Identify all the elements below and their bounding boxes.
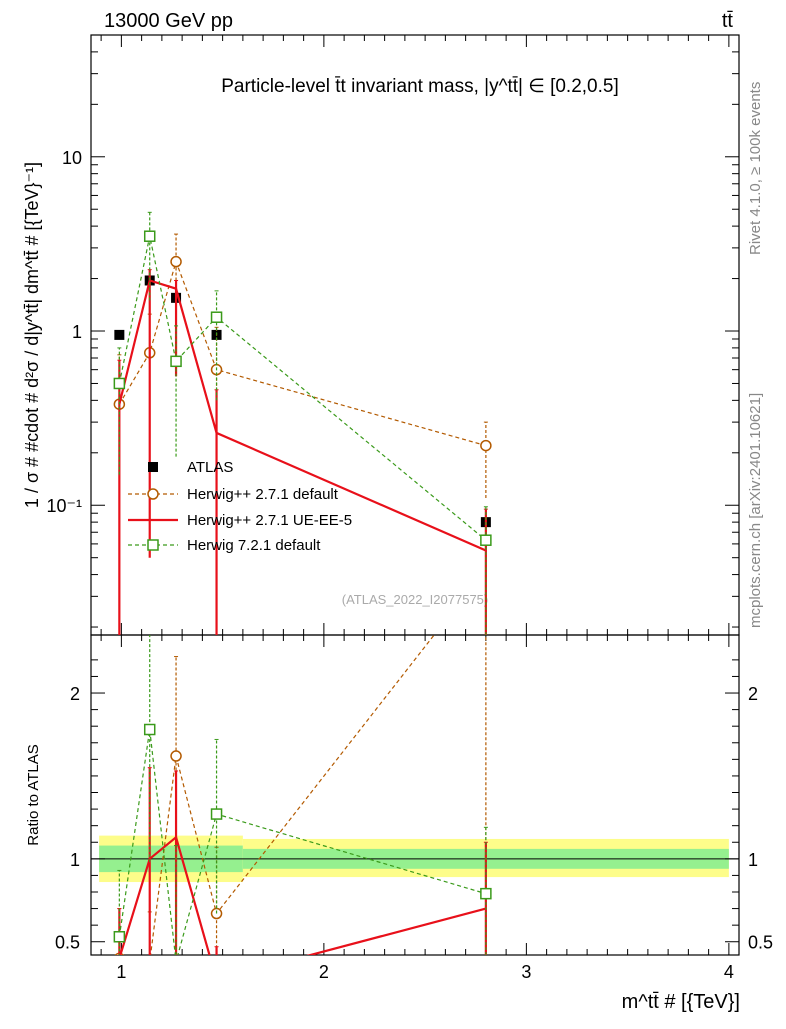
atlas-point xyxy=(114,329,125,340)
ratio-y-tick-label: 1 xyxy=(70,850,80,870)
y-tick-label: 10⁻¹ xyxy=(46,496,82,516)
ratio-herwig7-point xyxy=(480,887,492,900)
ratio-panel-frame xyxy=(90,634,740,956)
herwig7-point xyxy=(113,377,126,390)
ratio-herwig7-point xyxy=(113,931,126,943)
rivet-label: Rivet 4.1.0, ≥ 100k events xyxy=(747,82,764,255)
y-axis-label: 1 / σ # #cdot # d²σ / d|y^tt̄| dm^tt̄ # … xyxy=(22,162,42,508)
herwig7-point xyxy=(143,230,156,242)
herwig7-point xyxy=(480,534,492,546)
legend-herwigpp-ueee5-label: Herwig++ 2.7.1 UE-EE-5 xyxy=(187,512,352,529)
plot-title: Particle-level t̄t invariant mass, |y^tt… xyxy=(221,76,619,97)
herwig7-point xyxy=(170,355,182,368)
legend-herwigpp-default-marker xyxy=(147,488,159,500)
legend-atlas-marker xyxy=(148,462,158,472)
ratio-y-axis-label: Ratio to ATLAS xyxy=(25,744,42,845)
x-tick-label: 4 xyxy=(724,962,734,982)
ratio-series-line-1 xyxy=(149,635,435,955)
ratio-herwigpp-default-point xyxy=(170,750,182,762)
ratio-y-tick-label: 0.5 xyxy=(55,933,80,953)
ratio-series-line-3 xyxy=(118,729,487,955)
y-tick-label: 1 xyxy=(72,322,82,342)
ratio-uncertainty-bands xyxy=(91,835,739,883)
source-label: mcplots.cern.ch [arXiv:2401.10621] xyxy=(747,393,764,628)
main-series-layer xyxy=(113,211,492,635)
legend-atlas-label: ATLAS xyxy=(187,459,233,476)
legend-herwigpp-default-label: Herwig++ 2.7.1 default xyxy=(187,486,339,503)
y-tick-label: 10 xyxy=(62,148,82,168)
x-tick-label: 1 xyxy=(116,962,126,982)
legend: ATLAS Herwig++ 2.7.1 default Herwig++ 2.… xyxy=(128,459,352,554)
ratio-herwig7-point xyxy=(143,723,156,736)
ratio-series-layer xyxy=(113,635,492,955)
x-axis-label: m^tt̄ # [{TeV}] xyxy=(622,991,740,1013)
legend-herwig7-label: Herwig 7.2.1 default xyxy=(187,537,321,554)
ratio-y-tick-label-right: 0.5 xyxy=(748,933,773,953)
ratio-y-tick-label-right: 1 xyxy=(748,850,758,870)
x-tick-label: 3 xyxy=(521,962,531,982)
herwig7-point xyxy=(210,311,223,323)
watermark-label: (ATLAS_2022_I2077575) xyxy=(342,592,488,607)
series-line-3 xyxy=(118,236,487,541)
ratio-y-tick-label-right: 2 xyxy=(748,684,758,704)
ratio-y-tick-label: 2 xyxy=(70,684,80,704)
x-tick-label: 2 xyxy=(319,962,329,982)
axis-ticks: 1 2 3 4 10⁻¹ 1 10 0.5 0.5 1 1 2 2 xyxy=(46,34,773,982)
herwigpp-default-point xyxy=(170,255,182,268)
ratio-herwig7-point xyxy=(210,808,223,820)
herwigpp-default-point xyxy=(480,439,492,452)
energy-label: 13000 GeV pp xyxy=(104,10,233,32)
legend-herwig7-marker xyxy=(147,539,159,551)
process-label: tt̄ xyxy=(722,10,734,32)
